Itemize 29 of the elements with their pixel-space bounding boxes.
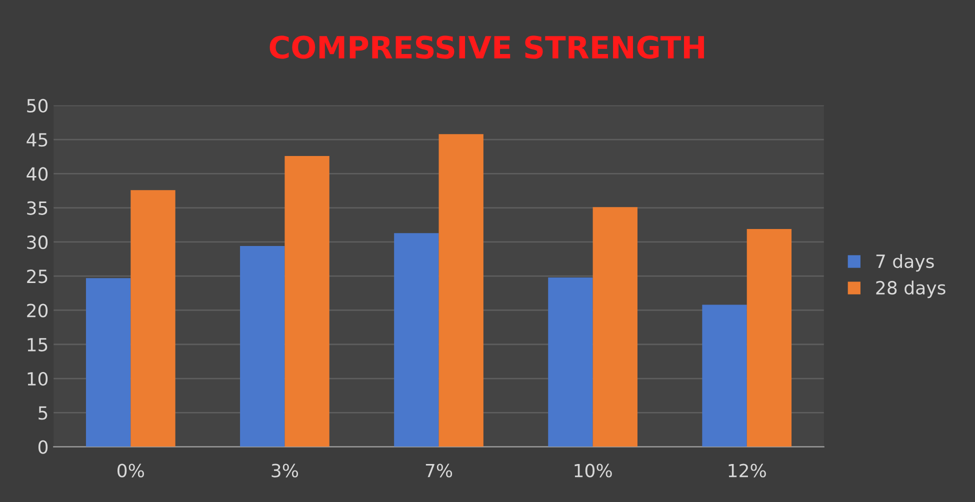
legend-label: 28 days — [876, 280, 946, 298]
y-tick-label: 5 — [38, 406, 48, 420]
bar — [548, 277, 593, 447]
y-tick-label: 40 — [26, 167, 48, 181]
x-tick-label: 10% — [574, 464, 612, 478]
y-tick-label: 35 — [27, 201, 48, 215]
chart-title: COMPRESSIVE STRENGTH — [270, 36, 704, 59]
bar — [130, 190, 176, 447]
bar — [86, 278, 131, 447]
x-tick-label: 7% — [426, 464, 452, 478]
legend-label: 7 days — [876, 254, 934, 272]
y-tick-label: 30 — [27, 235, 48, 250]
x-tick-label: 12% — [728, 464, 766, 478]
bar — [592, 207, 638, 447]
x-tick-label: 3% — [272, 464, 298, 478]
y-tick-label: 10 — [28, 372, 48, 386]
y-tick-label: 0 — [38, 440, 48, 454]
y-tick-label: 20 — [27, 304, 48, 318]
y-tick-label: 50 — [27, 98, 48, 113]
bar — [394, 233, 439, 447]
y-tick-label: 25 — [27, 270, 48, 284]
bar — [240, 246, 285, 447]
bar — [746, 228, 792, 447]
bar — [702, 304, 747, 447]
bar — [438, 134, 484, 447]
y-tick-label: 45 — [26, 133, 48, 147]
y-tick-label: 15 — [28, 338, 48, 352]
x-tick-label: 0% — [118, 464, 144, 478]
bar — [284, 156, 330, 447]
